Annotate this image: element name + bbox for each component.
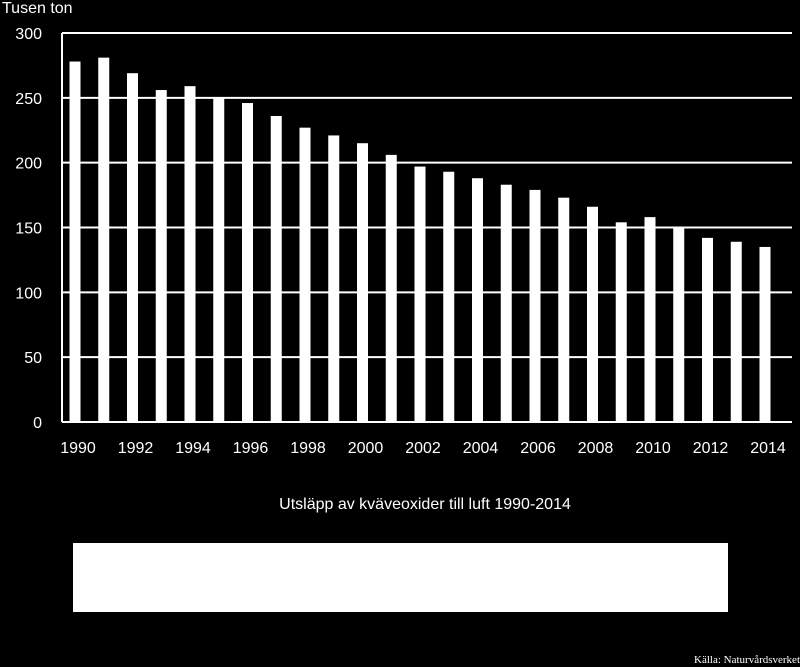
y-tick-label: 250 — [15, 91, 42, 108]
x-tick-label: 2006 — [520, 440, 556, 457]
x-tick-label: 2010 — [635, 440, 671, 457]
bar-2001 — [385, 154, 397, 423]
bar-1996 — [242, 103, 253, 423]
bars — [69, 57, 771, 423]
y-tick-label: 50 — [24, 350, 42, 367]
bar-2007 — [558, 197, 570, 422]
x-tick-labels: 1990 1992 1994 1996 1998 2000 2002 2004 2006 2008… — [60, 440, 786, 457]
bar-2009 — [615, 222, 627, 422]
bar-2013 — [730, 241, 742, 422]
bar-1992 — [127, 73, 138, 423]
y-tick-label: 100 — [15, 285, 42, 302]
x-tick-label: 2004 — [463, 440, 499, 457]
y-axis-label: Tusen ton — [2, 0, 73, 17]
x-tick-label: 2000 — [348, 440, 384, 457]
bar-1991 — [98, 57, 110, 423]
y-tick-label: 150 — [15, 221, 42, 238]
bar-1993 — [155, 90, 167, 422]
grid-lines — [61, 32, 792, 423]
y-tick-label: 300 — [15, 26, 42, 43]
bar-2005 — [500, 184, 512, 422]
bar-2003 — [443, 171, 455, 422]
y-tick-label: 200 — [15, 156, 42, 173]
y-tick-labels: 0 50 100 150 200 250 300 — [15, 26, 42, 432]
x-tick-label: 2008 — [578, 440, 614, 457]
x-tick-label: 1994 — [175, 440, 211, 457]
bar-1990 — [69, 61, 81, 422]
bar-2014 — [759, 246, 771, 422]
x-tick-label: 1990 — [60, 440, 96, 457]
source-note: Källa: Naturvårdsverket — [694, 654, 800, 666]
x-tick-label: 2002 — [405, 440, 441, 457]
bar-2004 — [472, 178, 483, 422]
bar-2002 — [414, 166, 426, 422]
chart-title: Utsläpp av kväveoxider till luft 1990-20… — [279, 496, 571, 513]
x-tick-label: 1992 — [118, 440, 154, 457]
bar-2008 — [587, 206, 598, 422]
bar-1995 — [213, 97, 225, 422]
bar-2011 — [673, 227, 685, 422]
legend-box — [73, 543, 728, 612]
x-tick-label: 1998 — [290, 440, 326, 457]
y-tick-label: 0 — [33, 415, 42, 432]
x-tick-label: 1996 — [233, 440, 269, 457]
x-tick-label: 2014 — [750, 440, 786, 457]
bar-1997 — [270, 115, 282, 422]
bar-1994 — [184, 86, 196, 422]
bar-2006 — [529, 189, 541, 422]
bar-2012 — [702, 237, 713, 422]
bar-2000 — [357, 143, 368, 422]
bar-1998 — [299, 127, 311, 422]
bar-2010 — [644, 217, 656, 422]
x-tick-label: 2012 — [693, 440, 729, 457]
bar-1999 — [328, 135, 340, 423]
